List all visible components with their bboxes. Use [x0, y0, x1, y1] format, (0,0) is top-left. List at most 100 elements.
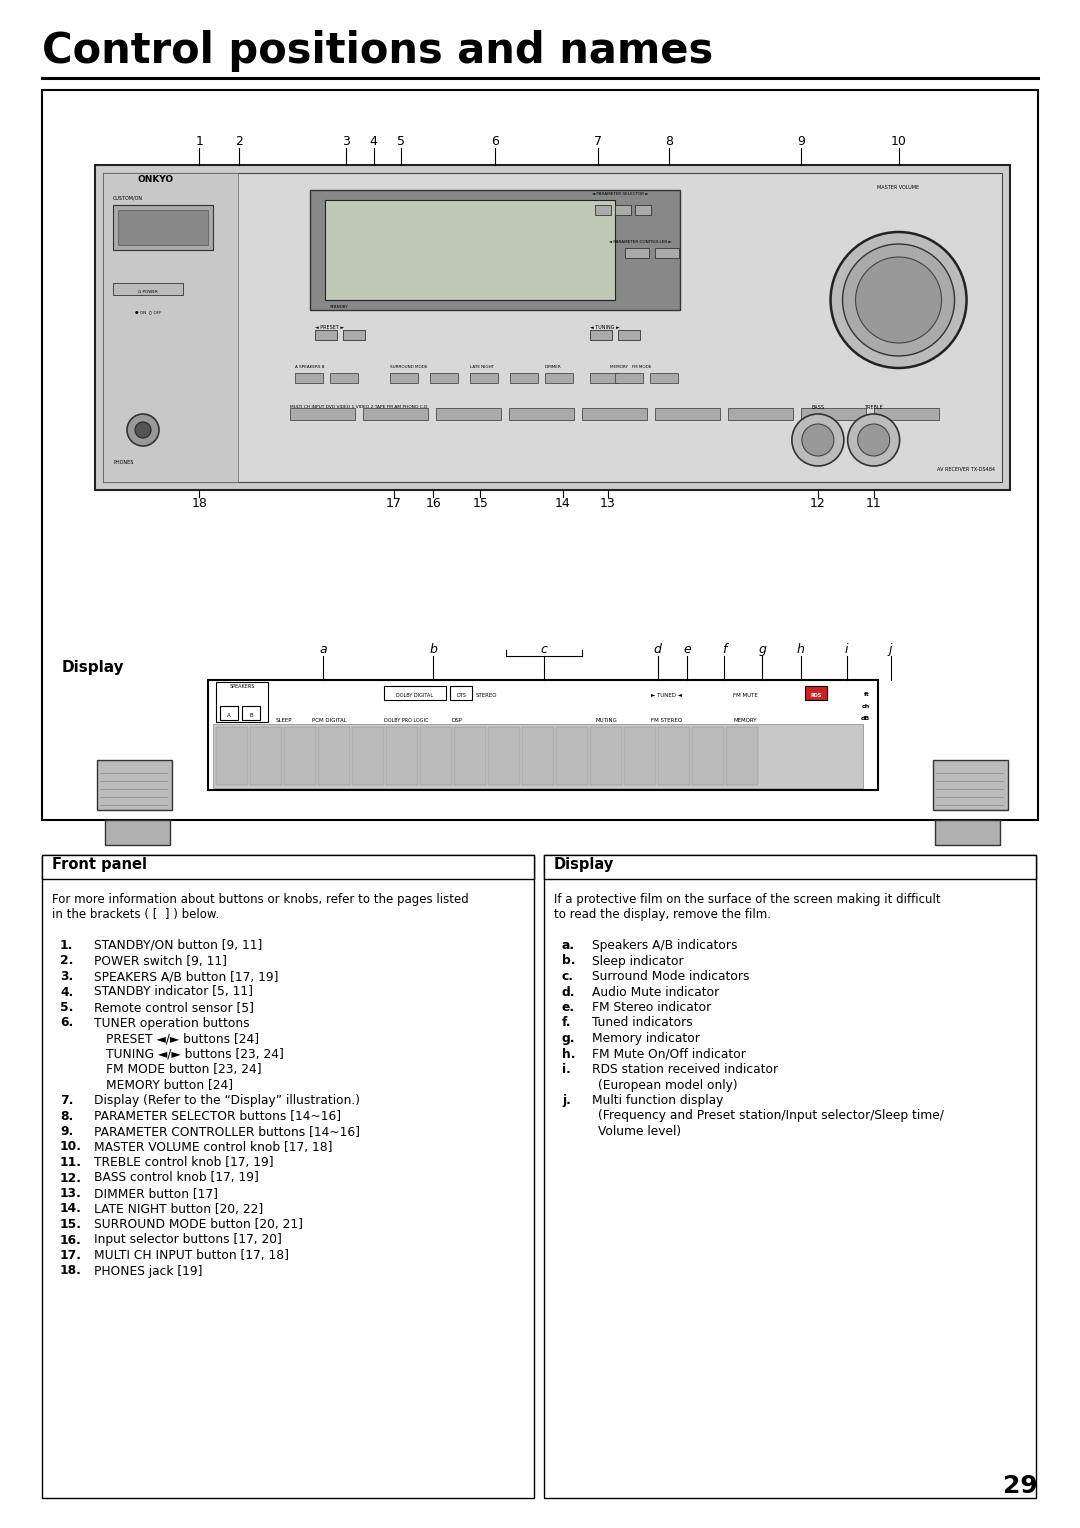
Text: TUNER operation buttons: TUNER operation buttons [94, 1016, 249, 1030]
Bar [470, 373, 498, 384]
Text: h: h [797, 643, 805, 656]
Bar [544, 856, 1036, 879]
Text: Surround Mode indicators: Surround Mode indicators [592, 970, 750, 983]
Bar [105, 821, 170, 845]
Bar [436, 408, 501, 420]
Bar [242, 706, 260, 720]
Bar [352, 727, 384, 785]
Text: DTS: DTS [456, 694, 465, 698]
Bar [363, 408, 428, 420]
Text: MULTI CH INPUT button [17, 18]: MULTI CH INPUT button [17, 18] [94, 1248, 289, 1262]
Bar [650, 373, 678, 384]
Text: For more information about buttons or knobs, refer to the pages listed: For more information about buttons or kn… [52, 892, 469, 906]
Text: 10: 10 [891, 134, 906, 148]
Text: b.: b. [562, 955, 576, 967]
Text: ◄ PARAMETER SELECTOR ►: ◄ PARAMETER SELECTOR ► [592, 193, 648, 196]
Bar [935, 821, 1000, 845]
Bar [95, 165, 1010, 490]
Text: 1: 1 [195, 134, 203, 148]
Bar [216, 681, 268, 723]
Text: 6.: 6. [60, 1016, 73, 1030]
Text: 15.: 15. [60, 1218, 82, 1232]
Text: 7.: 7. [60, 1094, 73, 1106]
Text: ► TUNED ◄: ► TUNED ◄ [651, 694, 681, 698]
Bar [295, 373, 323, 384]
Text: 4.: 4. [60, 986, 73, 998]
Bar [113, 283, 183, 295]
Text: j: j [889, 643, 892, 656]
Text: f.: f. [562, 1016, 571, 1030]
Text: STANDBY: STANDBY [330, 306, 349, 309]
Text: DSP: DSP [453, 718, 463, 723]
Text: c: c [541, 643, 548, 656]
Text: 9: 9 [797, 134, 805, 148]
Text: Control positions and names: Control positions and names [42, 31, 713, 72]
Text: j.: j. [562, 1094, 571, 1106]
Text: Remote control sensor [5]: Remote control sensor [5] [94, 1001, 254, 1015]
Text: MEMORY button [24]: MEMORY button [24] [106, 1079, 233, 1091]
Bar [590, 727, 622, 785]
Text: DOLBY PRO LOGIC: DOLBY PRO LOGIC [384, 718, 429, 723]
Text: Sleep indicator: Sleep indicator [592, 955, 684, 967]
Text: A: A [227, 714, 231, 718]
Bar [113, 859, 163, 869]
Text: 18.: 18. [60, 1265, 82, 1277]
Text: ch: ch [862, 704, 870, 709]
Text: 11: 11 [866, 497, 881, 510]
Text: ◄ PRESET ►: ◄ PRESET ► [315, 325, 345, 330]
Text: 8.: 8. [60, 1109, 73, 1123]
Text: 9.: 9. [60, 1125, 73, 1138]
Bar [118, 209, 208, 244]
Text: LATE NIGHT button [20, 22]: LATE NIGHT button [20, 22] [94, 1203, 264, 1215]
Bar [42, 856, 534, 879]
Circle shape [135, 422, 151, 439]
Bar [208, 680, 878, 790]
Text: 16: 16 [426, 497, 442, 510]
Bar [291, 408, 355, 420]
Circle shape [848, 414, 900, 466]
Text: BASS control knob [17, 19]: BASS control knob [17, 19] [94, 1172, 259, 1184]
Text: PHONES: PHONES [113, 460, 133, 465]
Bar [330, 373, 357, 384]
Bar [590, 330, 612, 341]
Bar [42, 90, 1038, 821]
Text: MEMORY: MEMORY [733, 718, 756, 723]
Bar [103, 173, 1002, 481]
Circle shape [792, 414, 843, 466]
Text: PRESET ◄/► buttons [24]: PRESET ◄/► buttons [24] [106, 1031, 259, 1045]
Text: FM Stereo indicator: FM Stereo indicator [592, 1001, 712, 1015]
Bar [801, 408, 866, 420]
Text: 12: 12 [810, 497, 826, 510]
Text: PHONES jack [19]: PHONES jack [19] [94, 1265, 203, 1277]
Text: in the brackets ( [  ] ) below.: in the brackets ( [ ] ) below. [52, 908, 219, 921]
Text: 5.: 5. [60, 1001, 73, 1015]
Text: e: e [684, 643, 691, 656]
Text: a: a [319, 643, 326, 656]
Bar [615, 205, 631, 215]
Text: ◄ PARAMETER CONTROLLER ►: ◄ PARAMETER CONTROLLER ► [609, 240, 672, 244]
Text: MEMORY   FM MODE: MEMORY FM MODE [610, 365, 651, 368]
Text: If a protective film on the surface of the screen making it difficult: If a protective film on the surface of t… [554, 892, 941, 906]
Bar [220, 706, 238, 720]
Text: Multi function display: Multi function display [592, 1094, 724, 1106]
Text: ◄ TUNING ►: ◄ TUNING ► [590, 325, 620, 330]
Bar [658, 727, 690, 785]
Text: MASTER VOLUME: MASTER VOLUME [877, 185, 920, 189]
Bar [590, 373, 618, 384]
Text: FM MUTE: FM MUTE [733, 694, 758, 698]
Text: 6: 6 [491, 134, 499, 148]
Text: 17.: 17. [60, 1248, 82, 1262]
Text: Display: Display [62, 660, 124, 675]
Text: 3: 3 [342, 134, 350, 148]
Text: 7: 7 [594, 134, 602, 148]
Text: SPEAKERS A/B button [17, 19]: SPEAKERS A/B button [17, 19] [94, 970, 279, 983]
Text: 3.: 3. [60, 970, 73, 983]
Text: g: g [758, 643, 766, 656]
Circle shape [831, 232, 967, 368]
Text: AV RECEIVER TX-DS484: AV RECEIVER TX-DS484 [937, 468, 995, 472]
Text: to read the display, remove the film.: to read the display, remove the film. [554, 908, 771, 921]
Text: MUTING: MUTING [596, 718, 618, 723]
Bar [625, 248, 649, 258]
Bar [942, 859, 993, 869]
Bar [544, 856, 1036, 1497]
